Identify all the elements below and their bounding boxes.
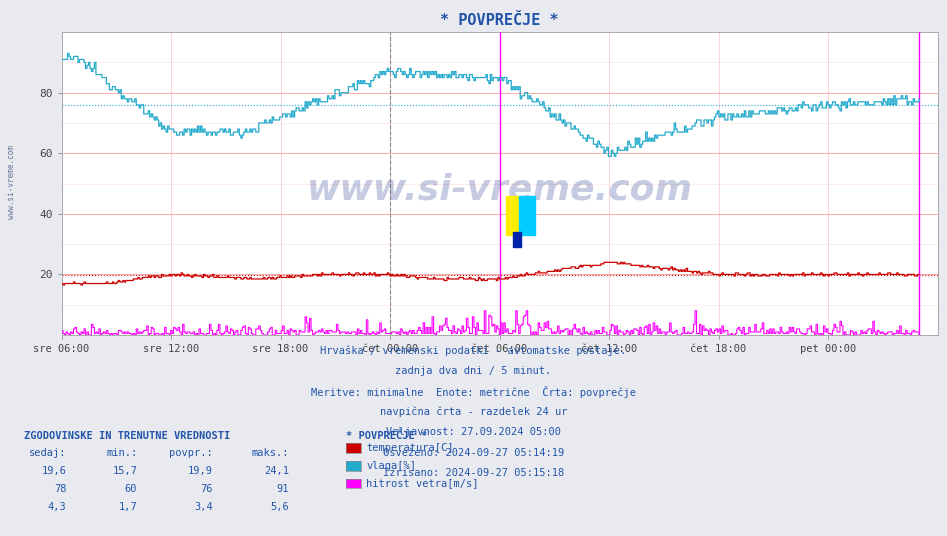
- Text: Veljavnost: 27.09.2024 05:00: Veljavnost: 27.09.2024 05:00: [386, 427, 561, 437]
- Text: maks.:: maks.:: [251, 448, 289, 458]
- Text: Hrvaška / vremenski podatki - avtomatske postaje.: Hrvaška / vremenski podatki - avtomatske…: [320, 346, 627, 356]
- FancyBboxPatch shape: [506, 196, 522, 235]
- Text: Osveženo: 2024-09-27 05:14:19: Osveženo: 2024-09-27 05:14:19: [383, 448, 564, 458]
- Text: 3,4: 3,4: [194, 502, 213, 512]
- Text: ZGODOVINSKE IN TRENUTNE VREDNOSTI: ZGODOVINSKE IN TRENUTNE VREDNOSTI: [24, 431, 230, 442]
- Text: 1,7: 1,7: [118, 502, 137, 512]
- Text: vlaga[%]: vlaga[%]: [366, 461, 417, 471]
- Text: 91: 91: [277, 484, 289, 494]
- Text: 19,9: 19,9: [188, 466, 213, 477]
- Text: hitrost vetra[m/s]: hitrost vetra[m/s]: [366, 479, 479, 488]
- FancyBboxPatch shape: [519, 196, 534, 235]
- Text: zadnja dva dni / 5 minut.: zadnja dva dni / 5 minut.: [396, 366, 551, 376]
- Text: min.:: min.:: [106, 448, 137, 458]
- Text: navpična črta - razdelek 24 ur: navpična črta - razdelek 24 ur: [380, 407, 567, 418]
- Text: temperatura[C]: temperatura[C]: [366, 443, 454, 453]
- Title: * POVPREČJE *: * POVPREČJE *: [440, 13, 559, 28]
- Text: 60: 60: [125, 484, 137, 494]
- Text: www.si-vreme.com: www.si-vreme.com: [307, 173, 692, 207]
- Text: * POVPREČJE *: * POVPREČJE *: [346, 431, 427, 442]
- FancyBboxPatch shape: [512, 232, 522, 247]
- Text: www.si-vreme.com: www.si-vreme.com: [7, 145, 16, 219]
- Text: Meritve: minimalne  Enote: metrične  Črta: povprečje: Meritve: minimalne Enote: metrične Črta:…: [311, 386, 636, 398]
- Text: povpr.:: povpr.:: [170, 448, 213, 458]
- Text: 76: 76: [201, 484, 213, 494]
- Text: 78: 78: [54, 484, 66, 494]
- Text: Izrisano: 2024-09-27 05:15:18: Izrisano: 2024-09-27 05:15:18: [383, 468, 564, 478]
- Text: 19,6: 19,6: [42, 466, 66, 477]
- Text: 4,3: 4,3: [47, 502, 66, 512]
- Text: sedaj:: sedaj:: [28, 448, 66, 458]
- Text: 24,1: 24,1: [264, 466, 289, 477]
- Text: 5,6: 5,6: [270, 502, 289, 512]
- Text: 15,7: 15,7: [113, 466, 137, 477]
